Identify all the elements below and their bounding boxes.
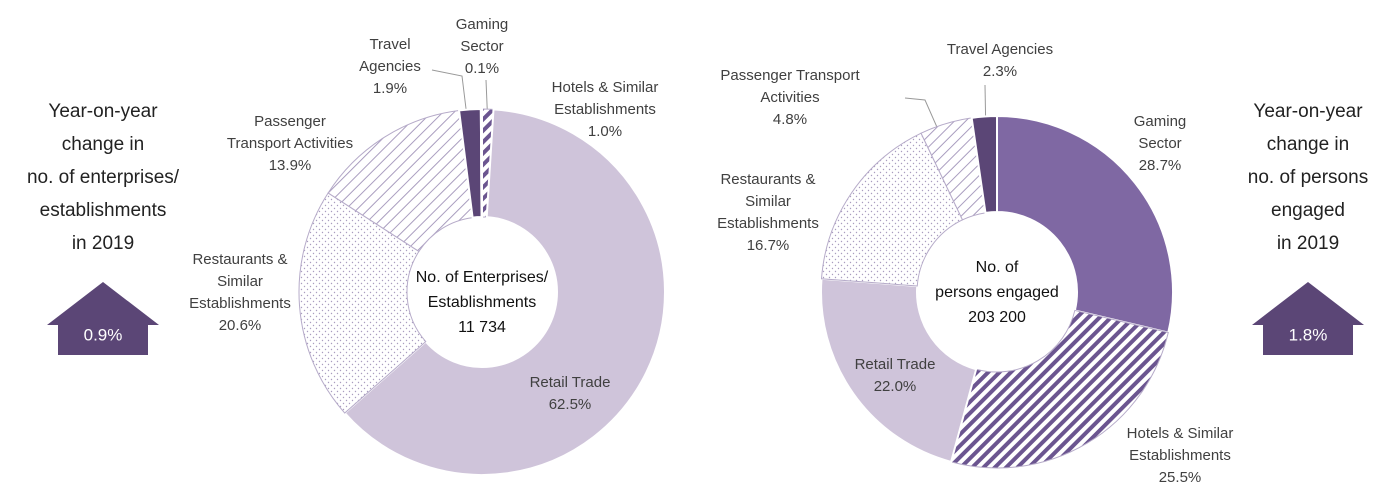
- arrow: [1252, 282, 1364, 355]
- slice-label: Restaurants &: [720, 171, 815, 188]
- slice-label: Hotels & Similar: [552, 79, 659, 96]
- slice-label: Travel: [369, 36, 410, 53]
- slice-label: Gaming: [1134, 113, 1187, 130]
- value-label: 16.7%: [747, 237, 790, 254]
- side-note: in 2019: [72, 233, 134, 254]
- center-label: Establishments: [428, 294, 537, 311]
- center-value: 203 200: [968, 309, 1026, 326]
- slice-label: Gaming: [456, 16, 509, 33]
- slice-label: Similar: [217, 273, 263, 290]
- side-note: engaged: [1271, 200, 1345, 221]
- value-label: 25.5%: [1159, 469, 1202, 486]
- slice-label: Retail Trade: [530, 374, 611, 391]
- side-note: in 2019: [1277, 233, 1339, 254]
- slice-label: Passenger: [254, 113, 326, 130]
- center-label: No. of Enterprises/: [416, 269, 549, 286]
- value-label: 28.7%: [1139, 157, 1182, 174]
- slice-label: Similar: [745, 193, 791, 210]
- slice-label: Sector: [460, 38, 503, 55]
- center-value: 11 734: [458, 319, 506, 336]
- value-label: 2.3%: [983, 63, 1017, 80]
- side-note: change in: [62, 134, 144, 155]
- donut-slice: [343, 108, 666, 476]
- side-note: Year-on-year: [48, 101, 158, 122]
- side-note: establishments: [40, 200, 167, 221]
- slice-label: Passenger Transport: [720, 67, 860, 84]
- slice-label: Retail Trade: [855, 356, 936, 373]
- value-label: 1.9%: [373, 80, 407, 97]
- side-note: Year-on-year: [1253, 101, 1363, 122]
- value-label: 1.0%: [588, 123, 622, 140]
- side-note: no. of persons: [1248, 167, 1368, 188]
- slice-label: Hotels & Similar: [1127, 425, 1234, 442]
- arrow: [47, 282, 159, 355]
- value-label: 4.8%: [773, 111, 807, 128]
- slice-label: Activities: [760, 89, 819, 106]
- slice-label: Sector: [1138, 135, 1181, 152]
- slice-label: Travel Agencies: [947, 41, 1053, 58]
- center-label: No. of: [976, 259, 1019, 276]
- donut-slice: [479, 107, 483, 219]
- donut-slice: [327, 109, 474, 253]
- slice-label: Establishments: [1129, 447, 1231, 464]
- value-label: 13.9%: [269, 157, 312, 174]
- slice-label: Agencies: [359, 58, 421, 75]
- donut-slice: [970, 114, 998, 214]
- donut-slice: [996, 114, 1174, 334]
- change-label: 1.8%: [1289, 325, 1328, 344]
- slice-label: Transport Activities: [227, 135, 353, 152]
- donut-slice: [950, 309, 1169, 469]
- value-label: 22.0%: [874, 378, 917, 395]
- side-note: no. of enterprises/: [27, 167, 180, 188]
- value-label: 20.6%: [219, 317, 262, 334]
- slice-label: Restaurants &: [192, 251, 287, 268]
- donut-slice: [820, 132, 964, 287]
- value-label: 0.1%: [465, 60, 499, 77]
- donut-slice: [298, 192, 427, 414]
- center-label: persons engaged: [935, 284, 1059, 301]
- change-label: 0.9%: [84, 325, 123, 344]
- slice-label: Establishments: [189, 295, 291, 312]
- side-note: change in: [1267, 134, 1349, 155]
- slice-label: Establishments: [554, 101, 656, 118]
- leader-line: [431, 69, 469, 126]
- donut-slice: [820, 277, 978, 464]
- slice-label: Establishments: [717, 215, 819, 232]
- value-label: 62.5%: [549, 396, 592, 413]
